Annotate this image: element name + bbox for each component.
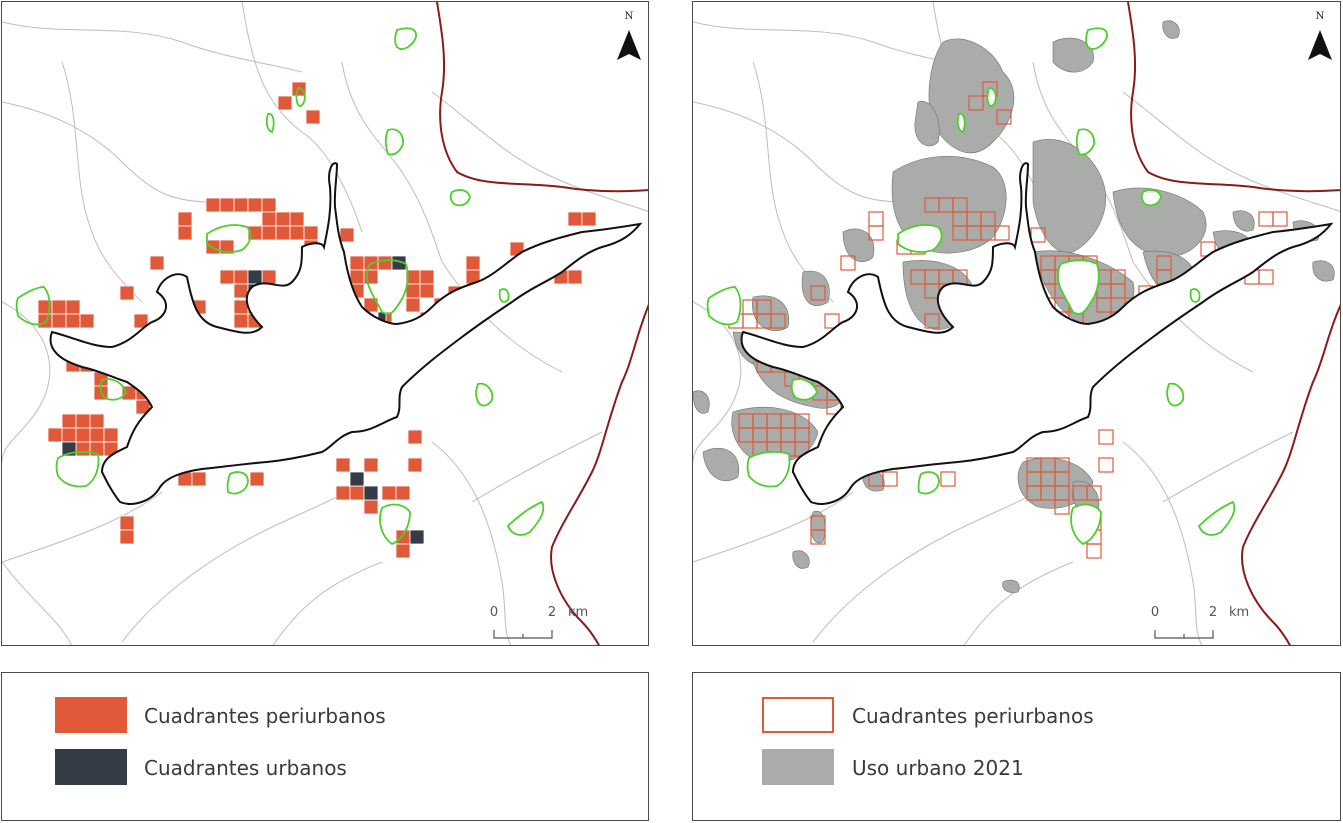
north-arrow-icon xyxy=(617,30,641,60)
map-left-panel: N 0 2 km xyxy=(1,1,649,646)
legend-label-urban-use: Uso urbano 2021 xyxy=(852,756,1024,780)
legend-swatch-urban-use xyxy=(762,749,834,785)
map-right-svg: N 0 2 km xyxy=(693,2,1340,645)
legend-label-periurban: Cuadrantes periurbanos xyxy=(852,704,1094,728)
province-border-se xyxy=(550,304,648,645)
legend-swatch-periurban xyxy=(55,697,127,733)
north-label: N xyxy=(625,11,634,22)
north-label: N xyxy=(1316,11,1325,22)
scale-zero: 0 xyxy=(490,605,498,620)
north-arrow: N xyxy=(1308,11,1332,60)
legend-label-periurban: Cuadrantes periurbanos xyxy=(144,704,386,728)
legend-right: Cuadrantes periurbanos Uso urbano 2021 xyxy=(692,672,1341,821)
legend-swatch-periurban-outline xyxy=(762,697,834,733)
scale-two: 2 xyxy=(1209,605,1217,620)
scale-zero: 0 xyxy=(1151,605,1159,620)
north-arrow: N xyxy=(617,11,641,60)
scale-bar: 0 2 km xyxy=(1151,605,1249,639)
province-border-se xyxy=(1241,304,1340,645)
scale-unit: km xyxy=(568,605,588,620)
north-arrow-icon xyxy=(1308,30,1332,60)
scale-two: 2 xyxy=(548,605,556,620)
admin-boundaries xyxy=(2,2,648,645)
province-border xyxy=(1127,2,1340,193)
green-outlines xyxy=(706,27,1236,546)
urban-use-2021 xyxy=(693,20,1335,593)
scale-bar: 0 2 km xyxy=(490,605,588,639)
map-left-svg: N 0 2 km xyxy=(2,2,648,645)
legend-label-urban: Cuadrantes urbanos xyxy=(144,756,347,780)
study-area-outline xyxy=(740,162,1334,505)
legend-left: Cuadrantes periurbanos Cuadrantes urbano… xyxy=(1,672,649,821)
province-border xyxy=(436,2,648,193)
scale-unit: km xyxy=(1229,605,1249,620)
map-right-panel: N 0 2 km xyxy=(692,1,1341,646)
periurban-quadrants xyxy=(37,81,597,559)
study-area-outline xyxy=(49,162,643,505)
green-outlines xyxy=(15,27,545,546)
legend-swatch-urban xyxy=(55,749,127,785)
